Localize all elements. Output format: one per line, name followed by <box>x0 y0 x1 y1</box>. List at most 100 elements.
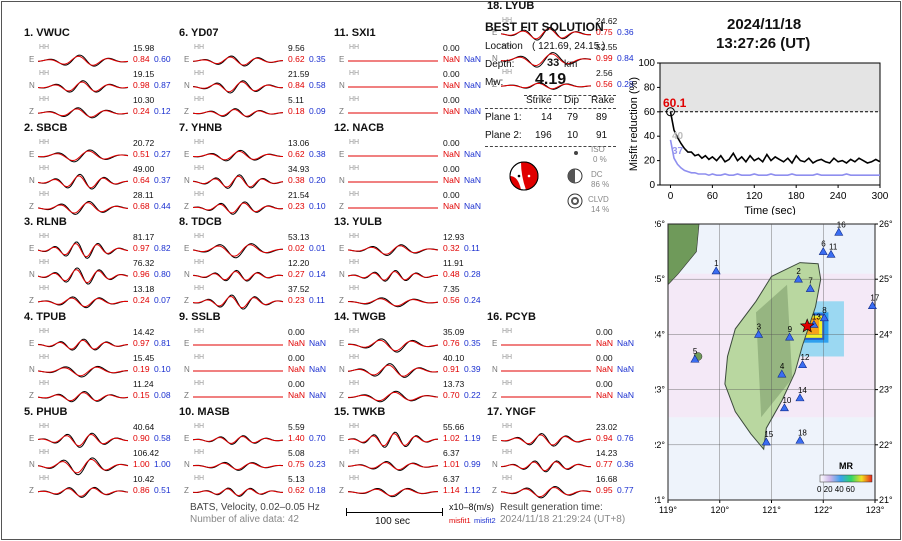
waveform-trace <box>38 80 129 93</box>
station-title: 1. VWUC <box>24 27 70 39</box>
misfit1-value: 0.94 <box>596 433 613 443</box>
table-separator <box>485 108 616 109</box>
station-triangle-icon <box>785 332 795 341</box>
peak-amplitude: 6.37 <box>443 448 460 458</box>
misfit2-value: 0.39 <box>464 364 481 374</box>
misfit1-value: NaN <box>443 175 461 185</box>
component-e: E HH 12.93 0.32 0.11 <box>334 232 484 261</box>
misfit1-value: NaN <box>288 338 306 348</box>
misfit2-value: 0.77 <box>617 485 634 495</box>
component-label: Z <box>29 296 34 305</box>
dc-value: 86 % <box>591 180 610 189</box>
component-e: E HH 40.64 0.90 0.58 <box>24 422 174 451</box>
channel-label: HH <box>39 423 50 430</box>
plane1-label: Plane 1: <box>485 112 522 123</box>
peak-amplitude: 12.20 <box>288 258 310 268</box>
peak-amplitude: 12.93 <box>443 232 465 242</box>
channel-label: HH <box>349 423 360 430</box>
peak-amplitude: 81.17 <box>133 232 155 242</box>
channel-label: HH <box>349 139 360 146</box>
component-label: Z <box>339 107 344 116</box>
misfit2-value: 0.12 <box>154 106 171 116</box>
misfit1-value: 0.18 <box>288 106 305 116</box>
station-panel-masb: 10. MASB E HH 5.59 1.40 0.70 N HH 5.08 0.75 0.23 Z H… <box>179 406 329 506</box>
component-e: E HH 81.17 0.97 0.82 <box>24 232 174 261</box>
peak-amplitude: 15.98 <box>133 43 155 53</box>
component-e: E HH 13.06 0.62 0.38 <box>179 138 329 167</box>
depth-label: Depth: <box>485 59 515 70</box>
waveform-trace <box>193 344 283 346</box>
observed-waveform <box>193 108 284 118</box>
station-panel-twkb: 15. TWKB E HH 55.66 1.02 1.19 N HH 6.37 1.01 0.99 Z… <box>334 406 484 506</box>
mr-annotation-37: 37 <box>672 146 684 157</box>
component-n: N HH 21.59 0.84 0.58 <box>179 69 329 98</box>
station-title: 2. SBCB <box>24 122 68 134</box>
component-label: N <box>29 81 35 90</box>
peak-amplitude: 7.35 <box>443 284 460 294</box>
peak-amplitude: 5.13 <box>288 474 305 484</box>
waveform-trace <box>193 487 284 497</box>
station-triangle-icon <box>779 403 789 412</box>
synthetic-waveform <box>38 55 129 66</box>
synthetic-waveform <box>501 461 592 472</box>
peak-amplitude: 21.59 <box>288 69 310 79</box>
waveform-trace <box>193 461 284 471</box>
component-z: Z HH 13.18 0.24 0.07 <box>24 284 174 313</box>
peak-amplitude: 19.15 <box>133 69 155 79</box>
waveform-trace <box>38 267 129 285</box>
waveform-trace <box>501 26 592 41</box>
component-e: E HH 14.42 0.97 0.81 <box>24 327 174 356</box>
station-panel-twgb: 14. TWGB E HH 35.09 0.76 0.35 N HH 40.10 0.91 0.39… <box>334 311 484 411</box>
misfit2-value: 0.22 <box>464 390 481 400</box>
peak-amplitude: 24.62 <box>596 16 618 26</box>
component-z: Z HH 13.73 0.70 0.22 <box>334 379 484 408</box>
channel-label: HH <box>39 380 50 387</box>
observed-waveform <box>193 80 284 94</box>
waveform-trace <box>38 107 129 119</box>
channel-label: HH <box>39 449 50 456</box>
station-panel-vwuc: 1. VWUC E HH 15.98 0.84 0.60 N HH 19.15 0.98 0.87 Z… <box>24 27 174 127</box>
station-title: 16. PCYB <box>487 311 536 323</box>
waveform-trace <box>38 486 129 498</box>
shaded-region <box>660 63 880 112</box>
misfit1-value: 0.97 <box>133 338 150 348</box>
misfit2-value: 0.82 <box>154 243 171 253</box>
peak-amplitude: 76.32 <box>133 258 155 268</box>
component-z: Z HH 5.13 0.62 0.18 <box>179 474 329 503</box>
misfit1-value: NaN <box>443 106 461 116</box>
synthetic-waveform <box>348 488 439 497</box>
synthetic-waveform <box>38 366 129 377</box>
waveform-trace <box>38 432 129 448</box>
observed-waveform <box>501 433 592 447</box>
misfit2-value: 0.28 <box>617 79 634 89</box>
component-e: E HH 0.00 NaN NaN <box>487 327 637 356</box>
component-label: Z <box>184 296 189 305</box>
station-title: 10. MASB <box>179 406 230 418</box>
component-z: Z HH 0.00 NaN NaN <box>179 379 329 408</box>
station-panel-nacb: 12. NACB E HH 0.00 NaN NaN N HH 0.00 NaN NaN Z HH 0.0… <box>334 122 484 222</box>
misfit1-value: 0.76 <box>443 338 460 348</box>
channel-label: HH <box>39 165 50 172</box>
x-tick-label: 0 <box>668 191 674 202</box>
misfit2-value: NaN <box>617 390 635 400</box>
channel-label: HH <box>502 43 513 50</box>
misfit2-value: 0.44 <box>154 201 171 211</box>
station-triangle-icon <box>793 274 803 283</box>
peak-amplitude: 0.00 <box>443 43 460 53</box>
misfit1-value: 1.14 <box>443 485 460 495</box>
synthetic-waveform <box>193 295 284 309</box>
misfit1-value: NaN <box>596 364 614 374</box>
misfit1-value: NaN <box>596 390 614 400</box>
component-e: E HH 0.00 NaN NaN <box>334 43 484 72</box>
channel-label: HH <box>349 475 360 482</box>
misfit2-value: NaN <box>309 364 327 374</box>
component-z: Z HH 28.11 0.68 0.44 <box>24 190 174 219</box>
station-panel-yhnb: 7. YHNB E HH 13.06 0.62 0.38 N HH 34.93 0.38 0.20 Z… <box>179 122 329 222</box>
misfit2-value: NaN <box>464 106 482 116</box>
channel-label: HH <box>349 233 360 240</box>
channel-label: HH <box>39 259 50 266</box>
misfit1-value: 0.19 <box>133 364 150 374</box>
bats-info: BATS, Velocity, 0.02–0.05 Hz <box>190 502 320 513</box>
peak-amplitude: 13.18 <box>133 284 155 294</box>
waveform-trace <box>38 241 129 259</box>
